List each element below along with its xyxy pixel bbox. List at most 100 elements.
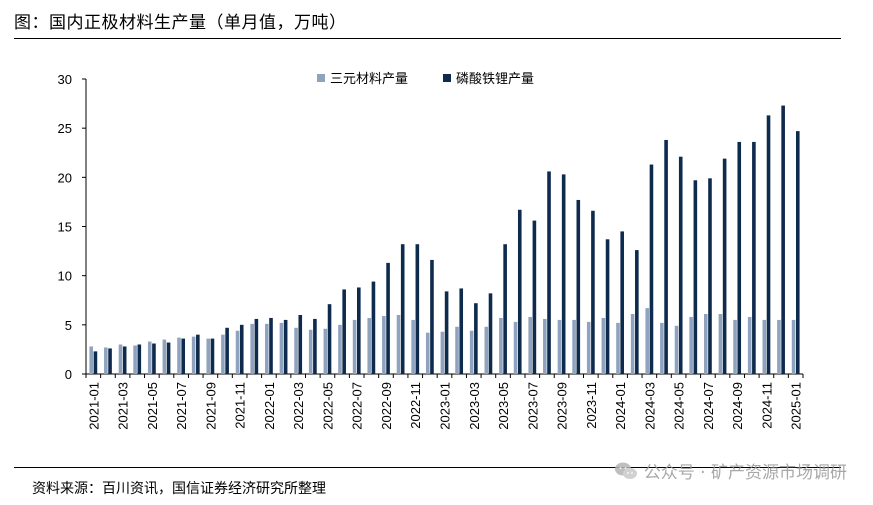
- bar-sanyuan: [557, 319, 562, 374]
- bar-lfp: [152, 343, 156, 374]
- bar-lfp: [766, 115, 771, 374]
- bar-sanyuan: [338, 324, 342, 374]
- legend-label-lfp: 磷酸铁锂产量: [456, 72, 534, 87]
- bar-sanyuan: [308, 329, 313, 374]
- legend-swatch-lfp: [443, 74, 451, 82]
- bar-lfp: [517, 209, 522, 374]
- bar-lfp: [561, 174, 566, 374]
- x-tick-label: 2023-01: [438, 382, 453, 430]
- bar-lfp: [737, 141, 742, 374]
- y-tick-label: 5: [65, 318, 72, 333]
- y-tick-label: 10: [58, 269, 72, 284]
- bar-sanyuan: [235, 330, 240, 374]
- bar-lfp: [108, 348, 112, 374]
- bar-sanyuan: [382, 315, 386, 374]
- bar-sanyuan: [162, 339, 167, 374]
- bar-sanyuan: [484, 326, 489, 374]
- bar-sanyuan: [528, 316, 532, 374]
- bar-sanyuan: [250, 323, 254, 374]
- bar-sanyuan: [703, 314, 708, 374]
- bar-lfp: [400, 244, 405, 374]
- x-tick-label: 2023-11: [584, 382, 599, 429]
- bar-lfp: [181, 338, 186, 374]
- bar-sanyuan: [411, 319, 415, 374]
- bar-sanyuan: [791, 319, 796, 374]
- x-tick-label: 2021-07: [174, 382, 189, 430]
- bar-sanyuan: [572, 319, 576, 374]
- chart-title: 图：国内正极材料生产量（单月值，万吨）: [14, 13, 347, 33]
- bar-lfp: [532, 220, 537, 374]
- x-tick-label: 2023-03: [467, 382, 482, 430]
- bar-sanyuan: [499, 317, 503, 374]
- bar-lfp: [576, 199, 581, 374]
- bar-sanyuan: [352, 319, 357, 374]
- y-tick-label: 25: [58, 121, 72, 136]
- bar-lfp: [678, 156, 683, 374]
- bar-lfp: [722, 158, 727, 374]
- bar-sanyuan: [206, 338, 211, 374]
- bar-lfp: [210, 338, 215, 374]
- bar-lfp: [137, 344, 142, 374]
- bar-sanyuan: [221, 334, 225, 374]
- bar-sanyuan: [191, 336, 196, 374]
- x-tick-label: 2023-05: [496, 382, 511, 430]
- x-tick-label: 2022-11: [408, 382, 423, 429]
- bar-sanyuan: [294, 327, 298, 374]
- bar-sanyuan: [630, 314, 635, 374]
- bar-lfp: [591, 210, 595, 374]
- bar-sanyuan: [133, 345, 137, 374]
- bar-lfp: [415, 244, 420, 374]
- bar-lfp: [122, 346, 127, 374]
- bar-lfp: [283, 319, 288, 374]
- bar-lfp: [269, 317, 273, 374]
- watermark-text: 公众号 · 矿产资源市场调研: [643, 463, 847, 483]
- bar-lfp: [781, 105, 785, 375]
- legend-swatch-sanyuan: [317, 74, 325, 82]
- watermark: 公众号 · 矿产资源市场调研: [614, 458, 847, 483]
- x-tick-label: 2025-01: [789, 382, 804, 430]
- legend-label-sanyuan: 三元材料产量: [330, 72, 408, 87]
- x-tick-label: 2022-07: [350, 382, 365, 430]
- bar-lfp: [444, 291, 449, 374]
- bar-lfp: [649, 164, 654, 374]
- x-tick-label: 2021-05: [145, 382, 160, 430]
- bar-sanyuan: [543, 318, 547, 374]
- bar-sanyuan: [660, 322, 664, 374]
- bar-lfp: [166, 342, 171, 374]
- bar-sanyuan: [586, 321, 591, 374]
- bar-lfp: [474, 303, 478, 374]
- bar-lfp: [605, 239, 610, 374]
- bar-sanyuan: [89, 346, 94, 374]
- x-tick-label: 2024-07: [701, 382, 716, 430]
- bar-lfp: [503, 244, 507, 374]
- bar-lfp: [254, 318, 259, 374]
- source-note: 资料来源：百川资讯，国信证券经济研究所整理: [32, 481, 326, 497]
- bar-sanyuan: [455, 326, 459, 374]
- bar-sanyuan: [513, 321, 518, 374]
- bar-sanyuan: [645, 308, 650, 374]
- bar-sanyuan: [425, 332, 430, 374]
- bar-lfp: [342, 289, 346, 374]
- x-tick-label: 2021-03: [116, 382, 131, 430]
- bar-lfp: [795, 131, 800, 374]
- bar-lfp: [693, 180, 698, 374]
- bar-lfp: [635, 250, 639, 374]
- bar-lfp: [386, 262, 390, 374]
- wechat-icon: [614, 462, 637, 479]
- y-tick-label: 15: [58, 220, 72, 235]
- bar-lfp: [708, 178, 712, 374]
- x-tick-label: 2022-09: [379, 382, 394, 430]
- bar-sanyuan: [689, 316, 693, 374]
- bar-sanyuan: [396, 315, 401, 374]
- bar-lfp: [488, 293, 493, 374]
- bar-lfp: [196, 334, 200, 374]
- bar-sanyuan: [601, 317, 606, 374]
- x-tick-label: 2024-09: [730, 382, 745, 430]
- bar-lfp: [371, 281, 376, 374]
- bar-sanyuan: [118, 344, 123, 374]
- bar-sanyuan: [777, 319, 781, 374]
- x-tick-label: 2021-01: [86, 382, 101, 430]
- bar-sanyuan: [440, 331, 445, 374]
- bar-lfp: [239, 324, 244, 374]
